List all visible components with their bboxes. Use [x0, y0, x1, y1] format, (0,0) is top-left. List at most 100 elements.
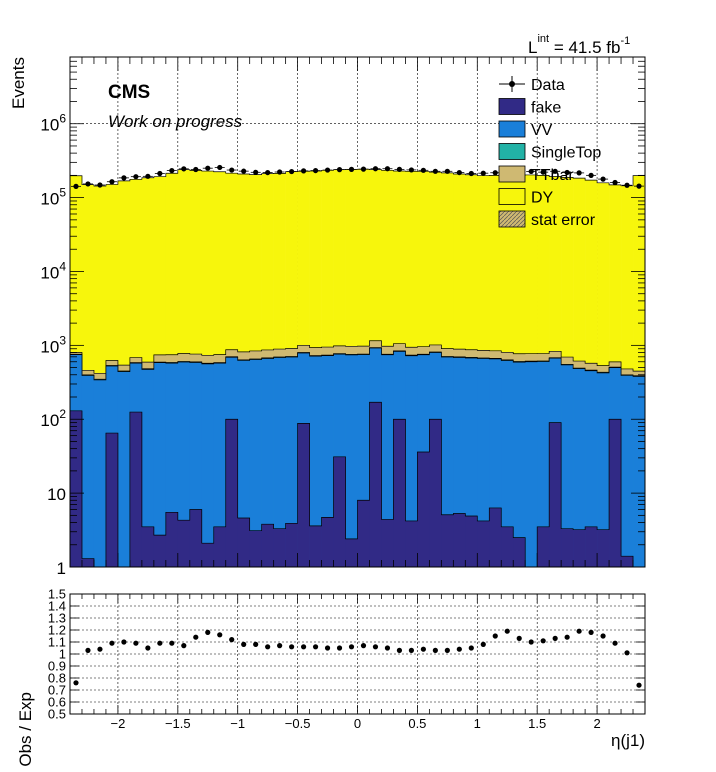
- ratio-grid: [70, 593, 645, 715]
- data-point: [624, 182, 630, 188]
- ratio-point: [169, 640, 175, 646]
- data-point: [420, 167, 426, 173]
- bar-fake: [70, 410, 83, 567]
- bar-fake: [369, 402, 382, 567]
- bar-vv: [513, 362, 526, 567]
- bar-vv: [237, 360, 250, 567]
- data-point: [193, 166, 199, 173]
- ratio-point: [636, 682, 642, 688]
- bar-fake: [477, 520, 490, 567]
- data-point: [444, 168, 450, 174]
- data-point: [169, 167, 175, 174]
- bar-fake: [393, 419, 406, 567]
- ratio-point: [300, 644, 307, 650]
- data-point: [265, 169, 271, 176]
- bar-fake: [429, 419, 442, 567]
- bar-fake: [297, 423, 310, 567]
- data-point: [145, 173, 151, 179]
- data-point: [408, 167, 415, 173]
- ratio-point: [552, 635, 558, 642]
- legend-item: fake: [498, 98, 561, 117]
- data-point: [300, 168, 307, 174]
- bar-vv: [309, 356, 322, 567]
- bar-vv: [633, 376, 645, 567]
- ratio-point: [157, 640, 163, 646]
- legend-swatch: [498, 210, 526, 228]
- outline-ttbar: [70, 340, 645, 567]
- data-point: [576, 170, 582, 176]
- x-tick-label: −1: [230, 716, 245, 731]
- ratio-point: [468, 645, 474, 651]
- ratio-point: [396, 647, 403, 654]
- ratio-point: [576, 628, 582, 634]
- y-tick-label: 10: [47, 485, 66, 504]
- bar-vv: [405, 355, 418, 567]
- bar-vv: [285, 357, 298, 567]
- bar-fake: [501, 526, 514, 567]
- data-point: [552, 168, 558, 174]
- bar-fake: [129, 412, 143, 567]
- y-tick-label: 0.8: [48, 671, 66, 686]
- bar-fake: [309, 525, 322, 567]
- ratio-point: [109, 640, 115, 646]
- legend-label: DY: [531, 190, 554, 207]
- ratio-point: [456, 646, 462, 652]
- legend-swatch: [498, 143, 526, 160]
- data-point: [468, 170, 474, 177]
- ratio-point: [588, 629, 594, 636]
- bar-fake: [177, 520, 191, 567]
- x-tick-label: 1.5: [528, 716, 546, 731]
- x-tick-label: 0: [354, 716, 361, 731]
- ratio-point: [312, 644, 319, 650]
- bar-fake: [441, 514, 454, 567]
- bar-vv: [261, 358, 274, 567]
- ratio-point: [193, 634, 199, 640]
- bar-fake: [273, 528, 286, 567]
- bar-fake: [201, 543, 215, 567]
- outline-dy: [70, 168, 645, 567]
- data-point: [324, 167, 331, 173]
- x-tick-label: −0.5: [285, 716, 311, 731]
- ratio-point: [97, 646, 103, 652]
- legend-label: fake: [531, 100, 561, 117]
- legend-item: Data: [499, 76, 565, 94]
- data-point: [133, 174, 139, 180]
- y-axis-label-ratio: Obs / Exp: [16, 692, 35, 767]
- data-point: [456, 169, 462, 176]
- data-point: [73, 183, 79, 189]
- x-tick-label: 1: [474, 716, 481, 731]
- y-tick-label: 1: [57, 559, 66, 578]
- bar-fake: [285, 523, 298, 567]
- ratio-point: [145, 645, 151, 651]
- y-tick-label: 0.7: [48, 683, 66, 698]
- data-point: [121, 175, 127, 181]
- bar-vv: [141, 369, 155, 567]
- outline-vv: [70, 347, 645, 567]
- bar-vv: [537, 361, 550, 567]
- bar-vv: [621, 375, 634, 567]
- legend-label: Data: [531, 77, 565, 94]
- legend-marker-dot: [509, 81, 515, 87]
- y-tick-label: 1.2: [48, 623, 66, 638]
- bar-fake: [597, 529, 610, 567]
- bar-fake: [381, 519, 394, 567]
- ratio-point: [528, 639, 534, 645]
- ratio-point: [516, 635, 522, 642]
- legend-item: SingleTop: [498, 143, 601, 162]
- ratio-point: [624, 650, 630, 656]
- ratio-point: [181, 643, 187, 649]
- data-point: [528, 168, 534, 175]
- stacked-histogram: [70, 168, 645, 567]
- data-point: [588, 172, 594, 178]
- legend-item: stat error: [498, 210, 596, 229]
- y-tick-label: 102: [40, 407, 66, 430]
- bar-fake: [357, 500, 370, 567]
- bar-fake: [333, 456, 346, 567]
- ratio-point: [504, 628, 510, 634]
- ratio-point: [336, 645, 343, 651]
- bar-fake: [165, 512, 179, 567]
- bar-fake: [81, 558, 95, 567]
- bar-vv: [201, 363, 215, 567]
